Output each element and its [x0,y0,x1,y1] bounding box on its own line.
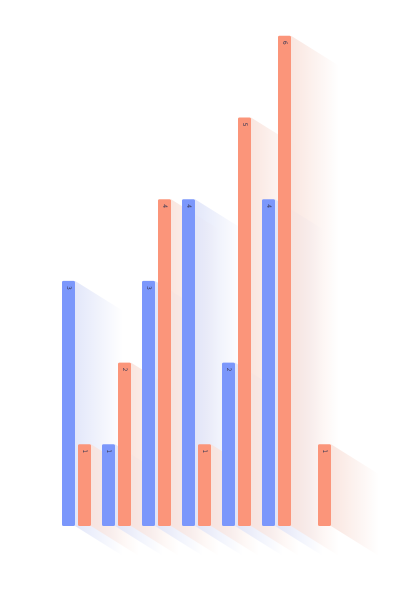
value-label-s1-c0: 1 [81,449,88,453]
bar-s0-c4 [222,362,235,526]
bar-s0-c1 [102,444,115,526]
bar-s1-c1 [118,362,131,526]
bars [62,35,331,527]
bar-s0-c5 [262,199,275,526]
value-label-s0-c3: 4 [185,204,192,208]
value-label-s1-c2: 4 [161,204,168,208]
value-label-s0-c0: 3 [65,286,72,290]
value-labels: 3 1 1 2 3 4 4 1 2 5 4 6 1 [65,41,328,453]
bar-s0-c3 [182,199,195,526]
bar-s1-c0 [78,444,91,526]
value-label-s0-c4: 2 [225,368,232,372]
bar-shadow-s1-c6 [331,444,379,556]
value-label-s1-c6: 1 [321,449,328,453]
value-label-s1-c4: 5 [241,123,248,127]
bar-s0-c0 [62,280,75,526]
value-label-s0-c1: 1 [105,449,112,453]
value-label-s0-c5: 4 [265,204,272,208]
bar-s1-c4 [238,117,251,526]
bar-s1-c3 [198,444,211,526]
bar-s1-c6 [318,444,331,526]
value-label-s1-c1: 2 [121,368,128,372]
bar-shadow-s1-c5 [291,35,339,557]
bar-s1-c2 [158,199,171,526]
value-label-s1-c5: 6 [281,41,288,45]
value-label-s0-c2: 3 [145,286,152,290]
bar-s1-c5 [278,35,291,527]
bar-s0-c2 [142,280,155,526]
value-label-s1-c3: 1 [201,449,208,453]
